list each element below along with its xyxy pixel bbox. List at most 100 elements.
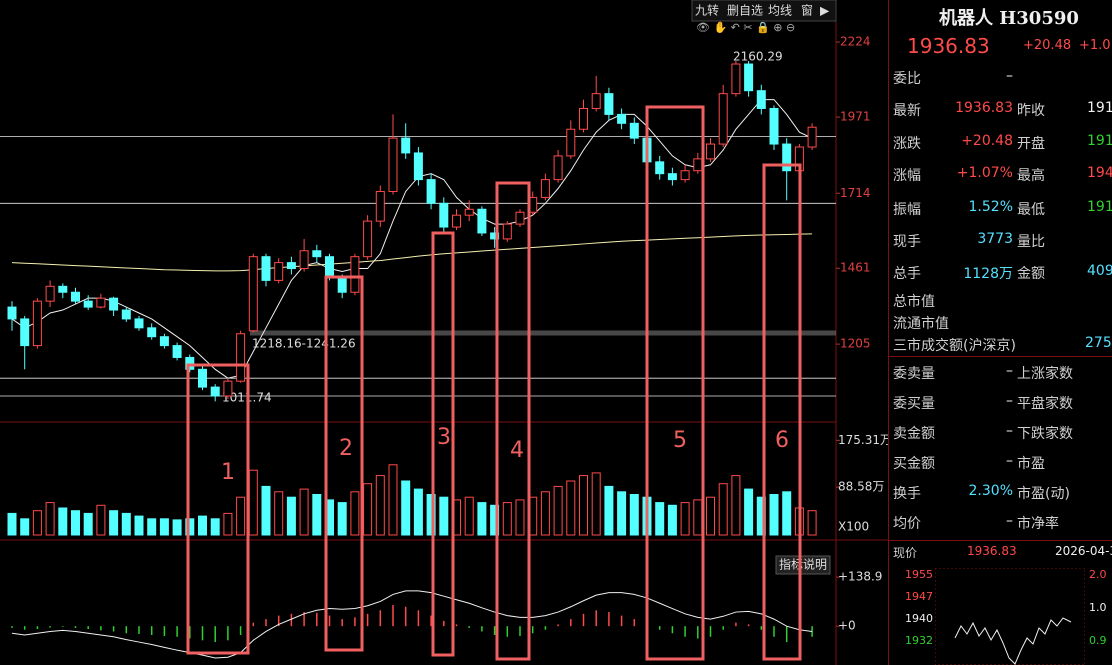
volume-bar [7, 512, 17, 536]
field-label: 委卖量 [893, 366, 935, 382]
toolbar-button[interactable]: 窗 [801, 4, 813, 18]
mini-axis-label: 1947 [905, 590, 933, 603]
candle-body [261, 256, 271, 281]
moving-average [11, 99, 813, 379]
candle-body [312, 250, 322, 258]
field-value: +1.07% [956, 165, 1013, 181]
candle-body [515, 211, 525, 225]
volume-bar [198, 515, 207, 536]
candle-body [807, 126, 817, 148]
volume-bar [807, 510, 817, 536]
candle-body [172, 345, 182, 358]
box-label: 1 [221, 460, 235, 485]
field-value: – [1006, 513, 1013, 529]
field-label: 上涨家数 [1017, 366, 1073, 382]
field-label: 买金额 [893, 456, 935, 472]
candle-body [579, 107, 588, 130]
separator [889, 540, 1112, 541]
candle-body [299, 250, 309, 270]
candle-body [413, 152, 423, 181]
field-label: 开盘 [1017, 136, 1045, 152]
field-label: 振幅 [893, 202, 921, 218]
volume-bar [96, 504, 106, 536]
volume-bar [426, 494, 436, 536]
field-label: 总手 [893, 266, 921, 282]
volume-bar [617, 491, 627, 536]
toolbar-button[interactable]: 九转 [695, 3, 719, 18]
volume-bar [655, 502, 665, 536]
volume-bar [439, 496, 449, 536]
candle-body [655, 161, 665, 175]
volume-bar [693, 499, 703, 536]
candle-body [325, 256, 334, 278]
candle-body [388, 137, 398, 192]
price-change: +20.48 [1023, 38, 1072, 53]
toolbar-button[interactable]: 删自选 [727, 4, 763, 18]
highlight-box [762, 163, 802, 661]
volume-bar [223, 512, 233, 536]
percent-change: +1.0 [1079, 38, 1111, 53]
field-label: 现价 [893, 546, 918, 560]
volume-bar [261, 485, 271, 536]
box-label: 3 [437, 425, 451, 450]
field-label: 涨幅 [893, 168, 921, 184]
field-label: 现手 [893, 234, 921, 250]
mini-frame [935, 568, 1085, 665]
candle-body [159, 336, 169, 347]
candle-body [426, 179, 436, 204]
candle-body [718, 93, 728, 145]
candle-body [693, 158, 703, 172]
mini-chart [935, 568, 1085, 665]
volume-bar [248, 469, 258, 536]
candle-body [134, 318, 144, 329]
volume-bar [744, 488, 754, 536]
volume-bar [502, 502, 512, 536]
indicator-button[interactable] [775, 555, 831, 575]
volume-bar [477, 502, 487, 536]
volume-bar [121, 512, 131, 536]
volume-bar [718, 483, 728, 536]
candle-body [439, 202, 449, 228]
volume-bar [363, 483, 373, 536]
mini-axis-label: 1932 [905, 634, 933, 647]
candle-body [680, 170, 690, 181]
field-label: 量比 [1017, 234, 1045, 250]
volume-bar [401, 480, 411, 536]
candle-body [337, 276, 347, 293]
volume-bar [32, 510, 42, 536]
toolbar-icons[interactable]: 👁 ✋ ↶ ✂ 🔒 ⊕ ⊖ [696, 21, 795, 34]
volume-bar [147, 518, 157, 536]
volume-bar [236, 496, 246, 536]
volume-bar [604, 485, 614, 536]
candle-body [502, 223, 512, 240]
field-label: 总市值 [893, 294, 935, 310]
highlight-box [495, 181, 531, 661]
volume-bar [388, 464, 398, 536]
field-label: 昨收 [1017, 103, 1045, 119]
volume-bar [83, 512, 93, 536]
field-label: 卖金额 [893, 426, 935, 442]
field-value: 2.30% [968, 483, 1013, 499]
candle-body [236, 333, 246, 382]
volume-bar [566, 480, 576, 536]
candle-body [744, 63, 754, 92]
candle-body [58, 285, 68, 293]
field-label: 最新 [893, 103, 921, 119]
annotation: 2160.29 [733, 50, 783, 64]
candle-body [667, 173, 677, 181]
candle-body [591, 93, 601, 109]
candle-body [45, 285, 55, 302]
toolbar-button[interactable]: 均线 [768, 4, 792, 18]
indicator-button-label[interactable]: 指标说明 [779, 557, 827, 572]
volume-bar [413, 488, 423, 536]
field-label: 市净率 [1017, 516, 1059, 532]
candle-body [782, 143, 792, 172]
y-tick-label: 1461 [840, 261, 871, 275]
y-tick-label: 88.58万 [838, 480, 884, 494]
candle-body [7, 306, 17, 320]
highlight-box [324, 275, 364, 652]
mini-axis-label: 1955 [905, 568, 933, 581]
field-label: 最高 [1017, 168, 1045, 184]
box-label: 4 [510, 438, 524, 463]
volume-bar [350, 491, 360, 536]
